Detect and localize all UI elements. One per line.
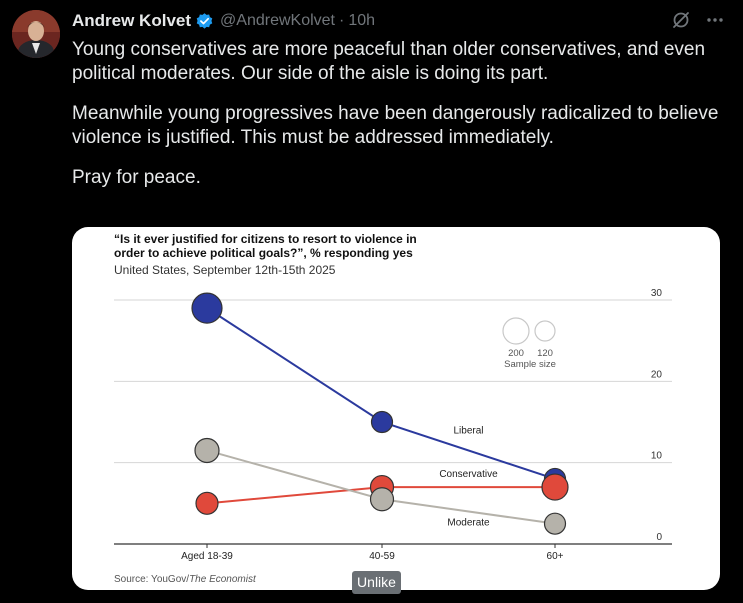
series-label: Conservative <box>439 469 498 480</box>
tweet-paragraph: Pray for peace. <box>72 167 201 188</box>
header-actions <box>671 10 725 35</box>
tweet-paragraph: Meanwhile young progressives have been d… <box>72 103 719 148</box>
y-tick-label: 20 <box>651 369 663 380</box>
tweet-text: Young conservatives are more peaceful th… <box>72 38 722 190</box>
avatar[interactable] <box>12 10 60 58</box>
size-legend-label: Sample size <box>504 359 556 370</box>
author-handle[interactable]: @AndrewKolvet <box>220 12 335 29</box>
size-legend-circle <box>502 317 530 345</box>
y-tick-label: 10 <box>651 451 663 462</box>
x-tick-label: Aged 18-39 <box>181 551 233 562</box>
chart-title: “Is it ever justified for citizens to re… <box>114 232 417 260</box>
verified-badge-icon <box>195 12 214 31</box>
series-label: Moderate <box>447 517 490 528</box>
data-point-liberal <box>370 410 394 434</box>
tweet-paragraph: Young conservatives are more peaceful th… <box>72 39 706 84</box>
chart-subtitle: United States, September 12th-15th 2025 <box>114 263 336 277</box>
data-point-conservative <box>541 473 569 501</box>
chart-image[interactable]: “Is it ever justified for citizens to re… <box>72 227 720 590</box>
x-tick-label: 40-59 <box>369 551 395 562</box>
line-chart: 0 10 20 30 Aged 18-39 40-59 60+ Liberal Conserva… <box>114 288 672 562</box>
chart-source: Source: YouGov/The Economist <box>114 574 256 585</box>
y-tick-label: 0 <box>656 532 662 543</box>
data-point-liberal <box>191 292 223 324</box>
tweet-header: Andrew Kolvet @AndrewKolvet · 10h <box>72 10 375 32</box>
timestamp[interactable]: 10h <box>348 12 376 29</box>
series-label: Liberal <box>453 425 483 436</box>
separator-dot: · <box>339 12 345 29</box>
y-tick-label: 30 <box>651 288 663 299</box>
source-publication: The Economist <box>189 574 256 585</box>
author-name[interactable]: Andrew Kolvet <box>72 11 192 30</box>
source-prefix: Source: YouGov/ <box>114 574 190 585</box>
more-icon[interactable] <box>705 10 725 35</box>
size-legend-value: 120 <box>537 348 553 359</box>
data-point-moderate <box>194 437 220 464</box>
data-point-moderate <box>369 487 395 512</box>
size-legend-circle <box>534 320 556 342</box>
data-point-conservative <box>195 491 219 515</box>
grok-icon[interactable] <box>671 10 691 35</box>
data-point-moderate <box>543 512 567 535</box>
x-tick-label: 60+ <box>547 551 564 562</box>
size-legend-value: 200 <box>508 348 524 359</box>
unlike-tooltip: Unlike <box>352 571 401 594</box>
